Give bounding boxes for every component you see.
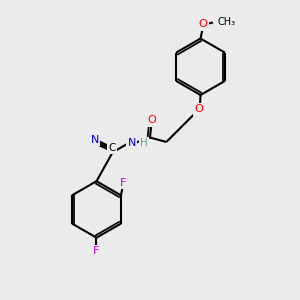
- Text: O: O: [195, 104, 203, 114]
- Text: O: O: [199, 19, 207, 29]
- Text: O: O: [148, 115, 157, 125]
- Text: C: C: [109, 143, 116, 153]
- Text: F: F: [120, 178, 127, 188]
- Text: CH₃: CH₃: [218, 17, 236, 28]
- Text: N: N: [91, 135, 99, 145]
- Text: H: H: [140, 138, 148, 148]
- Text: N: N: [128, 138, 136, 148]
- Text: F: F: [93, 246, 100, 256]
